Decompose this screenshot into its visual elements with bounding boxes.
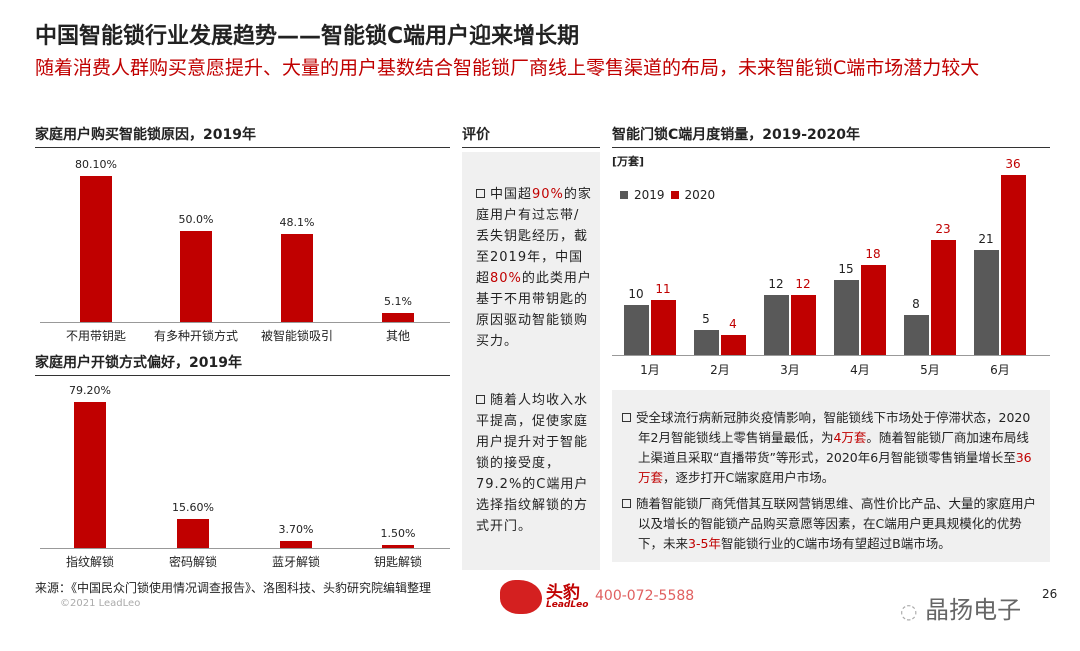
data-label: 12 [768, 277, 784, 291]
bar [382, 312, 414, 322]
data-label: 3.70% [278, 523, 314, 537]
category-label: 2月 [710, 363, 730, 377]
source-note: 来源：《中国民众门锁使用情况调查报告》、洛图科技、头豹研究院编辑整理 [35, 581, 432, 595]
logo-en: LeadLeo [546, 600, 589, 610]
data-label: 36 [1005, 157, 1021, 171]
bar-2019 [904, 315, 929, 355]
chart3-legend: 2019 2020 [620, 188, 715, 202]
category-label: 6月 [990, 363, 1010, 377]
category-label: 有多种开锁方式 [153, 329, 238, 343]
bar-2020 [931, 240, 956, 355]
bar [74, 402, 106, 548]
watermark: ◌ 晶扬电子 [900, 596, 1022, 624]
bar-2020 [721, 335, 746, 355]
chart3-title: 智能门锁C端月度销量，2019-2020年 [612, 124, 1050, 148]
category-label: 不用带钥匙 [65, 329, 126, 343]
bar [280, 541, 312, 548]
bar-2019 [764, 295, 789, 355]
bar-2019 [974, 250, 999, 355]
category-label: 密码解锁 [168, 555, 217, 569]
data-label: 48.1% [279, 216, 315, 230]
category-label: 5月 [920, 363, 940, 377]
data-label: 15.60% [172, 501, 214, 515]
bar-2020 [1001, 175, 1026, 355]
data-label: 11 [655, 282, 671, 296]
notes-panel: 受全球流行病新冠肺炎疫情影响，智能锁线下市场处于停滞状态，2020年2月智能锁线… [612, 390, 1050, 562]
checkbox-bullet-icon [476, 189, 485, 198]
category-label: 钥匙解锁 [373, 555, 422, 569]
note-bullet-1: 受全球流行病新冠肺炎疫情影响，智能锁线下市场处于停滞状态，2020年2月智能锁线… [622, 408, 1038, 488]
bar-2019 [834, 280, 859, 355]
bar-2020 [861, 265, 886, 355]
page-title: 中国智能锁行业发展趋势——智能锁C端用户迎来增长期 [35, 24, 580, 49]
data-label: 10 [628, 287, 644, 301]
data-label: 4 [729, 317, 737, 331]
x-axis [40, 548, 450, 549]
category-label: 4月 [850, 363, 870, 377]
data-label: 50.0% [178, 213, 214, 226]
data-label: 8 [912, 297, 920, 311]
leadleo-logo-icon [500, 580, 542, 614]
checkbox-bullet-icon [476, 395, 485, 404]
logo-cn: 头豹 [546, 583, 580, 603]
phone-number: 400-072-5588 [595, 588, 695, 604]
bar-2019 [694, 330, 719, 355]
chart-purchase-reasons: 80.10% 不用带钥匙 50.0% 有多种开锁方式 48.1% 被智能锁吸引 5.1% 其他 [35, 150, 450, 350]
bar [281, 234, 313, 322]
page-subtitle: 随着消费人群购买意愿提升、大量的用户基数结合智能锁厂商线上零售渠道的布局，未来智… [35, 57, 980, 79]
chart-monthly-sales: 10 11 1月 5 4 2月 12 12 3月 15 18 4月 8 23 5月 21 36 6月 [612, 150, 1050, 385]
category-label: 其他 [385, 329, 410, 343]
copyright: ©2021 LeadLeo [60, 598, 141, 609]
data-label: 18 [865, 247, 881, 261]
chart2-title: 家庭用户开锁方式偏好，2019年 [35, 352, 450, 376]
category-label: 3月 [780, 363, 800, 377]
eval-bullet-2: 随着人均收入水平提高，促使家庭用户提升对于智能锁的接受度，79.2%的C端用户选… [476, 393, 589, 534]
chart1-title: 家庭用户购买智能锁原因，2019年 [35, 124, 450, 148]
chart3-unit: [万套] [612, 155, 645, 168]
data-label: 80.10% [75, 158, 117, 172]
bar [382, 545, 414, 548]
data-label: 23 [935, 222, 951, 236]
data-label: 5.1% [384, 294, 412, 308]
bar-2020 [651, 300, 676, 355]
eval-panel: 中国超90%的家庭用户有过忘带/丢失钥匙经历，截至2019年，中国超80%的此类… [462, 152, 600, 570]
wechat-icon: ◌ [900, 599, 918, 623]
note-bullet-2: 随着智能锁厂商凭借其互联网营销思维、高性价比产品、大量的家庭用户以及增长的智能锁… [622, 494, 1038, 554]
bar [80, 176, 112, 322]
bar-2020 [791, 295, 816, 355]
category-label: 蓝牙解锁 [271, 555, 320, 569]
x-axis [40, 322, 450, 323]
page-number: 26 [1042, 587, 1058, 601]
bar [180, 231, 212, 322]
data-label: 1.50% [380, 527, 416, 541]
data-label: 5 [702, 312, 710, 326]
eval-bullet-1: 中国超90%的家庭用户有过忘带/丢失钥匙经历，截至2019年，中国超80%的此类… [476, 187, 592, 349]
chart-unlock-preference: 79.20% 指纹解锁 15.60% 密码解锁 3.70% 蓝牙解锁 1.50% 钥匙解锁 [35, 376, 450, 576]
category-label: 指纹解锁 [65, 555, 114, 569]
category-label: 1月 [640, 363, 660, 377]
category-label: 被智能锁吸引 [260, 329, 333, 343]
data-label: 12 [795, 277, 811, 291]
bar [177, 519, 209, 548]
eval-header: 评价 [462, 124, 600, 148]
x-axis [612, 355, 1050, 356]
data-label: 79.20% [69, 384, 111, 398]
data-label: 15 [838, 262, 854, 276]
data-label: 21 [978, 232, 994, 246]
bar-2019 [624, 305, 649, 355]
